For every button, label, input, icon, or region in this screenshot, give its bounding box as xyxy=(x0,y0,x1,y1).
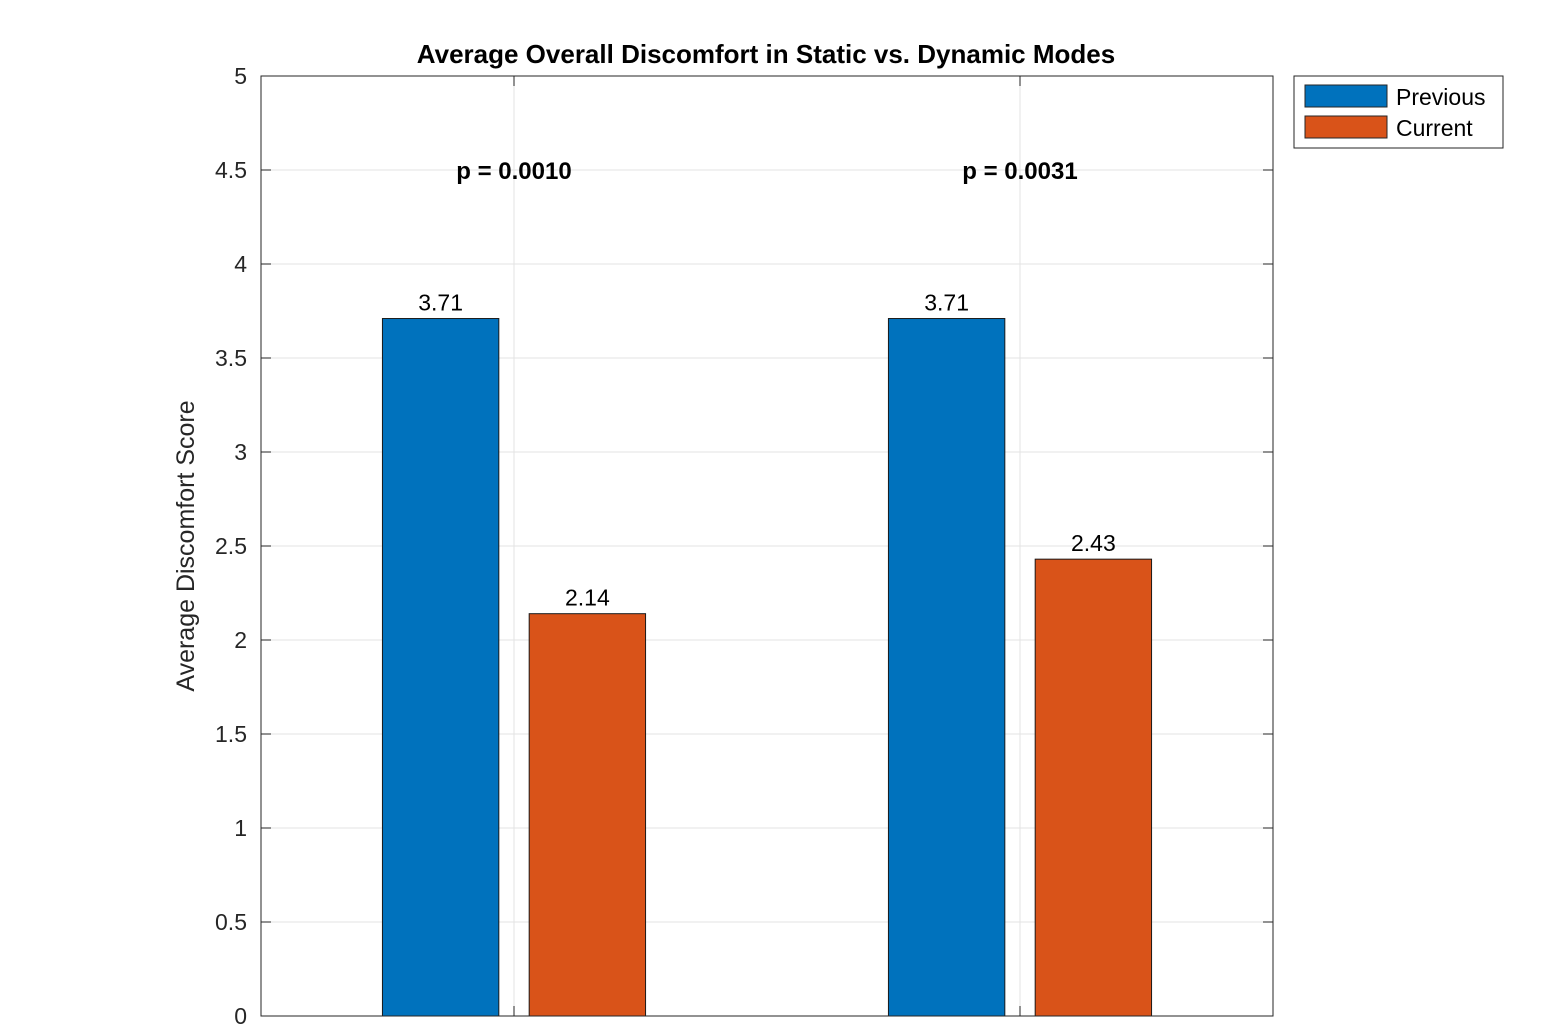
y-axis-label: Average Discomfort Score xyxy=(172,400,200,691)
data-label: 2.14 xyxy=(565,585,610,611)
y-tick-label: 2 xyxy=(234,627,247,653)
y-tick-label: 4.5 xyxy=(215,157,247,183)
legend: Previous Current xyxy=(1293,75,1504,149)
legend-label-previous: Previous xyxy=(1396,84,1485,110)
axis-ticks: 0 0.5 1 1.5 2 2.5 3 3.5 4 4.5 5 xyxy=(215,63,1273,1029)
y-tick-label: 1.5 xyxy=(215,721,247,747)
bar-current-2 xyxy=(1034,558,1153,1017)
y-tick-label: 5 xyxy=(234,63,247,89)
data-label: 3.71 xyxy=(924,290,969,316)
p-value-annotation: p = 0.0010 xyxy=(456,158,571,185)
data-labels: 3.71 3.71 2.14 2.43 p = 0.0010 p = 0.0031 xyxy=(418,158,1116,611)
y-tick-label: 3.5 xyxy=(215,345,247,371)
y-tick-label: 4 xyxy=(234,251,247,277)
y-tick-label: 3 xyxy=(234,439,247,465)
y-tick-label: 1 xyxy=(234,815,247,841)
data-label: 2.43 xyxy=(1071,530,1116,556)
legend-swatch-current xyxy=(1304,115,1388,139)
y-tick-label: 0.5 xyxy=(215,909,247,935)
legend-label-current: Current xyxy=(1396,115,1473,141)
legend-swatch-previous xyxy=(1304,84,1388,108)
bar-current-1 xyxy=(528,613,647,1017)
y-tick-label: 0 xyxy=(234,1003,247,1029)
bar-previous-2 xyxy=(887,318,1006,1017)
bar-previous-1 xyxy=(381,318,500,1017)
p-value-annotation: p = 0.0031 xyxy=(962,158,1077,185)
y-tick-label: 2.5 xyxy=(215,533,247,559)
chart-title: Average Overall Discomfort in Static vs.… xyxy=(417,39,1115,69)
data-label: 3.71 xyxy=(418,290,463,316)
bars xyxy=(381,318,1153,1017)
